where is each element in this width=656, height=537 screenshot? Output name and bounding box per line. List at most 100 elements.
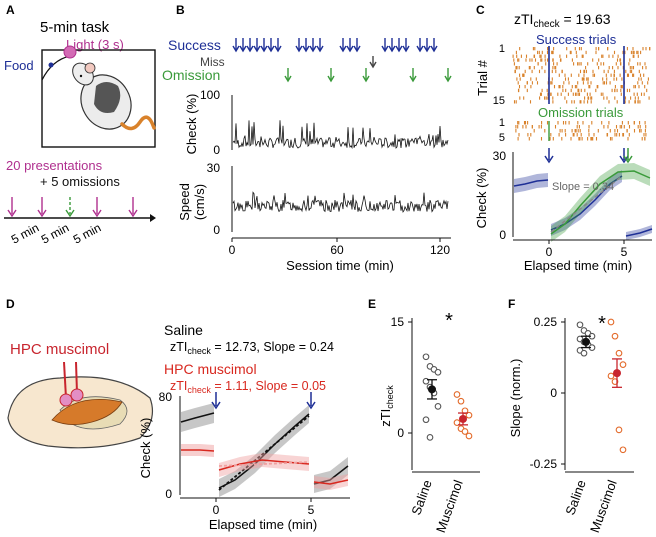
success-arrow [339,38,347,53]
d-xlabel: Elapsed time (min) [209,517,317,532]
omission-raster [515,121,647,141]
muscimol-stats-prefix: zTI [170,379,187,393]
success-arrow [260,38,268,53]
e-ylabel: zTIcheck [378,385,395,427]
omissions-label-text: + 5 omissions [40,174,120,189]
success-arrow [274,38,282,53]
trial-ylabel: Trial # [475,59,490,95]
confidence-band [219,405,309,497]
confidence-band [314,474,348,490]
e-xlabel-muscimol: Muscimol [433,478,466,535]
data-point [615,349,623,357]
legend-omission: Omission [162,67,220,83]
average-curve [513,179,549,187]
success-arrow [381,38,389,53]
data-point [619,361,627,368]
interval-label: 5 min [71,221,103,247]
speed-trace [232,191,449,213]
success-arrow [295,38,303,53]
session-event-arrows [232,38,452,83]
d-ytick-0: 0 [165,487,172,501]
presentation-arrow [7,197,17,218]
speed-ylabel-line1: Speed [177,183,192,221]
data-point [465,432,473,440]
omission-tick-5: 5 [499,132,505,144]
data-point [619,446,627,454]
food-label: Food [4,58,34,73]
success-arrow [402,38,410,53]
trial-tick-1: 1 [499,43,505,55]
data-point [457,397,465,405]
speed-tick-0: 0 [213,223,220,237]
panel-c: C zTIcheck = 19.63 Success trials Omissi… [474,3,653,273]
c-average-curves [513,163,653,242]
data-point [607,372,615,380]
e-ylabel-sub: check [385,385,395,409]
data-point [434,403,442,410]
e-ytick-15: 15 [391,315,405,329]
data-point [426,434,434,441]
success-arrow [302,38,310,53]
presentations-label: 20 presentations [6,158,103,173]
success-arrow [395,38,403,53]
omission-arrow [65,197,75,218]
success-arrow [232,38,240,53]
zti-sub: check [533,19,560,30]
f-ytick-neg025: -0.25 [530,457,558,471]
session-xlabel: Session time (min) [286,258,394,273]
omission-tick-1: 1 [499,117,505,129]
arena-box [41,49,156,148]
e-significance: * [445,310,453,332]
saline-stats: zTIcheck = 12.73, Slope = 0.24 [170,340,334,356]
omission-arrow [444,68,452,83]
omission-arrow [362,68,370,83]
confidence-band [314,457,348,493]
saline-stats-sub: check [187,346,211,356]
omission-trials-label: Omission trials [538,105,624,120]
data-point [465,411,473,419]
average-curve [218,413,310,489]
legend-miss: Miss [200,55,225,69]
timeline-arrowhead [150,214,156,222]
d-ytick-80: 80 [159,390,173,404]
panel-e-letter: E [368,297,376,311]
d-ylabel: Check (%) [138,418,153,479]
success-trials-label: Success trials [536,32,617,47]
zti-readout: zTIcheck = 19.63 [514,11,611,30]
data-point [461,428,469,435]
legend-success: Success [168,37,221,53]
d-xtick-0: 0 [213,503,220,517]
c-xlabel: Elapsed time (min) [524,258,632,273]
f-ylabel: Slope (norm.) [508,359,523,438]
saline-title: Saline [164,322,203,338]
success-arrow [388,38,396,53]
average-curve [550,175,623,233]
x-tick-0: 0 [229,243,236,257]
rat-illustration [72,62,156,131]
check-trace [232,120,449,150]
presentation-arrow [92,197,102,218]
confidence-band [219,453,309,477]
check-tick-0: 0 [213,143,220,157]
success-arrow [346,38,354,53]
x-tick-60: 60 [330,243,344,257]
d-xtick-5: 5 [308,503,315,517]
data-point [611,332,619,340]
data-point [453,391,461,398]
miss-arrow [369,56,377,69]
food-dot [48,62,54,68]
speed-ylabel-line2: (cm/s) [192,184,207,220]
speed-tick-30: 30 [207,161,221,175]
panel-f: F * 0.25 0 -0.25 Slope (norm.) Saline Mu… [508,297,634,535]
timeline-arrows [7,197,138,218]
presentation-arrow [128,197,138,218]
mean-point [613,369,621,378]
omission-arrow [409,68,417,83]
f-significance: * [598,313,606,335]
check-tick-100: 100 [200,88,220,102]
data-point [607,318,615,326]
success-arrow [416,38,424,53]
data-point [453,419,461,426]
x-tick-120: 120 [430,243,450,257]
average-curve [180,412,215,423]
